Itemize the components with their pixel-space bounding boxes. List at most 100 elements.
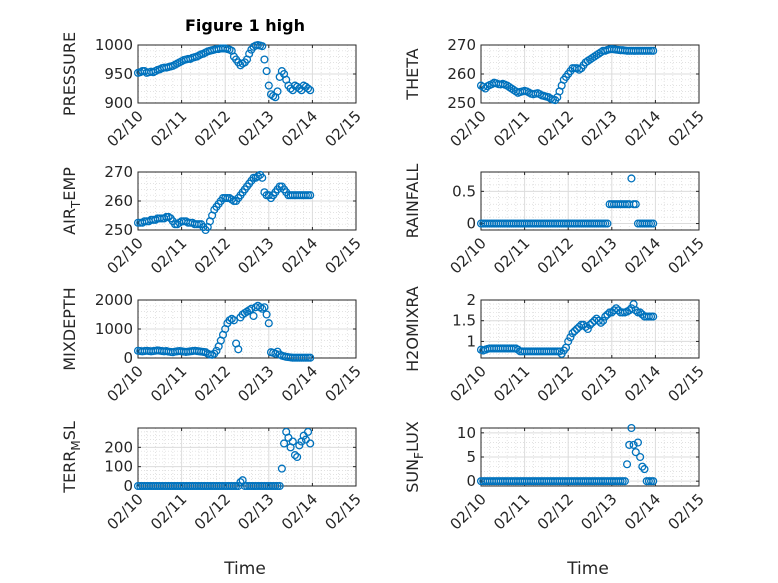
data-point — [277, 464, 286, 473]
y-tick-label: 0.5 — [452, 182, 476, 200]
data-point — [636, 452, 645, 462]
y-tick-label: 5 — [466, 448, 476, 466]
data-point — [290, 451, 300, 460]
data-point — [275, 481, 284, 491]
data-point — [640, 465, 649, 474]
data-point — [568, 329, 577, 338]
data-point — [303, 84, 313, 93]
y-tick-label: 1 — [466, 332, 476, 350]
data-point — [260, 303, 269, 312]
data-point — [247, 304, 256, 313]
data-point — [596, 318, 605, 327]
data-point — [594, 316, 603, 325]
data-point — [585, 320, 595, 329]
y-tick-label: 900 — [104, 94, 133, 112]
y-axis-label: SUNFLUX — [403, 421, 426, 493]
data-point — [603, 219, 612, 228]
y-axis-label: MIXDEPTH — [60, 287, 79, 370]
y-tick-label: 10 — [457, 424, 476, 442]
y-tick-label: 200 — [104, 438, 133, 456]
data-point — [649, 219, 658, 228]
data-point — [581, 322, 590, 331]
data-point — [570, 327, 579, 336]
y-tick-label: 1000 — [95, 36, 133, 54]
data-point — [623, 460, 632, 469]
data-point — [264, 81, 273, 90]
data-point — [620, 477, 629, 486]
data-point — [583, 324, 592, 334]
x-axis-label-left: Time — [223, 559, 266, 579]
data-point — [572, 324, 581, 334]
data-point — [306, 191, 315, 200]
series-markers — [476, 300, 658, 358]
data-point — [262, 67, 271, 76]
series-markers — [133, 40, 315, 102]
y-tick-label: 950 — [104, 65, 133, 83]
data-point — [631, 306, 640, 315]
y-axis-label: H2OMIXRA — [403, 286, 422, 372]
data-point — [273, 87, 282, 96]
y-tick-label: 250 — [104, 221, 133, 239]
data-point — [649, 477, 658, 486]
data-point — [260, 55, 269, 64]
y-axis-label: PRESSURE — [60, 32, 79, 116]
y-tick-label: 2000 — [95, 291, 133, 309]
data-point — [625, 440, 634, 449]
x-axis-label-right: Time — [566, 559, 609, 579]
series-markers — [476, 45, 658, 105]
data-point — [555, 347, 564, 356]
data-point — [264, 319, 273, 328]
data-point — [638, 462, 647, 471]
data-point — [599, 316, 608, 325]
y-axis-label: TERRMSL — [60, 421, 83, 494]
series-markers — [133, 301, 315, 362]
axes-box — [480, 171, 700, 231]
data-point — [631, 200, 640, 209]
data-point — [627, 423, 636, 433]
data-point — [631, 448, 640, 457]
y-tick-label: 0 — [466, 472, 476, 490]
data-point — [262, 310, 271, 319]
series-markers — [133, 427, 315, 491]
data-point — [288, 437, 297, 446]
data-point — [633, 438, 643, 447]
data-point — [229, 316, 238, 325]
y-tick-label: 1.5 — [452, 312, 476, 330]
y-axis-label: RAINFALL — [403, 164, 422, 239]
data-point — [566, 333, 575, 342]
y-tick-label: 2 — [466, 291, 476, 309]
data-point — [612, 304, 621, 313]
series-markers — [133, 170, 315, 235]
data-point — [245, 49, 254, 58]
y-axis-label: THETA — [403, 48, 422, 100]
data-point — [234, 345, 243, 354]
y-tick-label: 0 — [123, 477, 133, 495]
y-tick-label: 0 — [466, 215, 476, 233]
data-point — [564, 337, 573, 346]
data-point — [306, 439, 315, 448]
data-point — [601, 312, 610, 321]
data-point — [303, 427, 313, 436]
data-point — [258, 42, 267, 51]
data-point — [636, 308, 645, 317]
y-tick-label: 260 — [104, 192, 133, 210]
y-tick-label: 270 — [104, 163, 133, 181]
data-point — [258, 173, 267, 182]
data-point — [649, 312, 658, 321]
data-point — [295, 441, 304, 450]
data-point — [627, 174, 636, 183]
data-point — [306, 86, 315, 95]
data-point — [306, 353, 315, 362]
y-tick-label: 260 — [447, 65, 476, 83]
data-point — [280, 439, 289, 448]
y-tick-label: 270 — [447, 36, 476, 54]
y-tick-label: 250 — [447, 94, 476, 112]
axes-box — [137, 427, 357, 487]
data-point — [293, 452, 302, 462]
figure-title: Figure 1 high — [185, 16, 305, 35]
data-point — [249, 311, 258, 321]
data-point — [649, 46, 658, 55]
data-point — [212, 346, 221, 355]
y-axis-label: AIRTEMP — [60, 167, 83, 235]
